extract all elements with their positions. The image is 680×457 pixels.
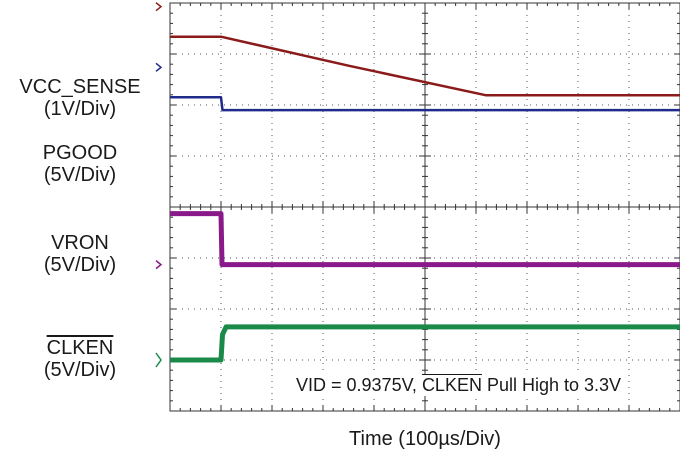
- channel-markers: [155, 2, 163, 368]
- annotation-suffix: Pull High to 3.3V: [481, 375, 622, 395]
- clken-label: CLKEN (5V/Div): [0, 337, 160, 381]
- clken-scale: (5V/Div): [43, 359, 117, 381]
- vron-name: VRON: [51, 232, 109, 254]
- pgood-name: PGOOD: [42, 142, 118, 164]
- vcc-sense-scale: (1V/Div): [43, 98, 117, 120]
- pgood-label: PGOOD (5V/Div): [0, 142, 160, 186]
- annotation-prefix: VID = 0.9375V,: [296, 375, 422, 395]
- clken-name: CLKEN: [46, 337, 114, 359]
- test-condition-annotation: VID = 0.9375V, CLKEN Pull High to 3.3V: [292, 375, 626, 396]
- axis-ticks: [169, 2, 680, 412]
- clken-trace: [170, 324, 680, 363]
- vron-scale: (5V/Div): [43, 254, 117, 276]
- vron-trace: [170, 211, 680, 268]
- vcc-sense-label: VCC_SENSE (1V/Div): [0, 76, 160, 120]
- pgood-channel-marker: [155, 62, 163, 72]
- clken-channel-marker: [155, 352, 162, 368]
- vron-label: VRON (5V/Div): [0, 232, 160, 276]
- trace-group: [170, 35, 680, 363]
- vcc-sense-channel-marker: [155, 2, 163, 12]
- annotation-clken: CLKEN: [421, 375, 482, 395]
- vron-channel-marker: [155, 260, 163, 270]
- pgood-scale: (5V/Div): [43, 164, 117, 186]
- vcc-sense-trace: [170, 35, 680, 97]
- x-axis-label: Time (100µs/Div): [349, 428, 501, 450]
- vcc-sense-name: VCC_SENSE: [19, 76, 141, 98]
- pgood-trace: [170, 96, 680, 112]
